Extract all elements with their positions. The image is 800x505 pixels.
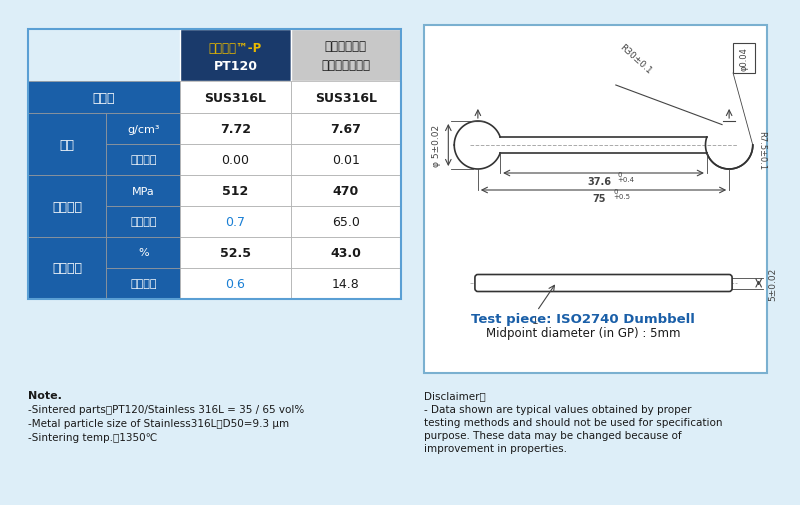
- Bar: [106, 237, 180, 269]
- Text: 7.72: 7.72: [220, 123, 251, 136]
- Text: φ0.04: φ0.04: [739, 47, 749, 71]
- FancyBboxPatch shape: [475, 275, 732, 292]
- Bar: [106, 114, 180, 145]
- Bar: [290, 176, 401, 207]
- Bar: [424, 26, 766, 373]
- Bar: [180, 82, 290, 114]
- Bar: [27, 82, 180, 114]
- Text: Note.: Note.: [27, 390, 62, 400]
- Bar: [27, 176, 106, 237]
- Text: -Sintering temp.：1350℃: -Sintering temp.：1350℃: [27, 432, 157, 442]
- Text: MPa: MPa: [132, 186, 154, 196]
- Text: Test piece: ISO2740 Dumbbell: Test piece: ISO2740 Dumbbell: [471, 313, 695, 326]
- Bar: [180, 237, 290, 269]
- Bar: [290, 145, 401, 176]
- Text: SUS316L: SUS316L: [205, 91, 266, 105]
- Bar: [290, 114, 401, 145]
- Text: +0.5: +0.5: [614, 193, 630, 199]
- Text: 470: 470: [333, 185, 359, 197]
- Text: improvement in properties.: improvement in properties.: [424, 443, 566, 453]
- Bar: [290, 237, 401, 269]
- Text: 0: 0: [618, 172, 622, 178]
- Text: 14.8: 14.8: [332, 277, 360, 290]
- Bar: [290, 82, 401, 114]
- Bar: [180, 114, 290, 145]
- Bar: [106, 176, 180, 207]
- Text: 引張伸度: 引張伸度: [52, 262, 82, 275]
- Bar: [180, 145, 290, 176]
- Bar: [733, 44, 754, 74]
- Text: 加熱脱脂向け: 加熱脱脂向け: [325, 40, 367, 53]
- Bar: [180, 207, 290, 237]
- Text: φ 5±0.02: φ 5±0.02: [432, 125, 441, 167]
- Bar: [27, 30, 401, 299]
- Text: 7.67: 7.67: [330, 123, 362, 136]
- Text: 512: 512: [222, 185, 249, 197]
- Bar: [106, 207, 180, 237]
- Text: 75: 75: [593, 193, 606, 204]
- Bar: [106, 145, 180, 176]
- Bar: [290, 30, 401, 82]
- Bar: [27, 114, 106, 176]
- Text: purpose. These data may be changed because of: purpose. These data may be changed becau…: [424, 430, 682, 440]
- Text: 1: 1: [532, 316, 538, 325]
- Text: Midpoint diameter (in GP) : 5mm: Midpoint diameter (in GP) : 5mm: [486, 327, 681, 340]
- Text: -Sintered parts：PT120/Stainless 316L = 35 / 65 vol%: -Sintered parts：PT120/Stainless 316L = 3…: [27, 404, 304, 414]
- Bar: [290, 207, 401, 237]
- Text: 0.00: 0.00: [222, 154, 250, 167]
- Text: 0.7: 0.7: [226, 216, 246, 229]
- Text: 一般バインダー: 一般バインダー: [322, 59, 370, 72]
- Text: 5±0.02: 5±0.02: [769, 267, 778, 300]
- Text: Disclaimer：: Disclaimer：: [424, 390, 486, 400]
- Text: 引張強度: 引張強度: [52, 200, 82, 213]
- Bar: [180, 30, 290, 82]
- Text: 標準偏差: 標準偏差: [130, 279, 157, 289]
- Bar: [27, 237, 106, 299]
- Text: テナック™-P: テナック™-P: [209, 42, 262, 55]
- Text: 52.5: 52.5: [220, 246, 251, 260]
- Text: %: %: [138, 248, 149, 258]
- Text: - Data shown are typical values obtained by proper: - Data shown are typical values obtained…: [424, 404, 691, 414]
- Text: 0.01: 0.01: [332, 154, 360, 167]
- Text: g/cm³: g/cm³: [127, 124, 160, 134]
- Text: 65.0: 65.0: [332, 216, 360, 229]
- Text: 金属種: 金属種: [93, 91, 115, 105]
- Text: 密度: 密度: [59, 138, 74, 151]
- Text: R30±0.1: R30±0.1: [618, 43, 654, 76]
- Bar: [180, 176, 290, 207]
- Text: 0: 0: [614, 189, 618, 194]
- Text: 標準偏差: 標準偏差: [130, 155, 157, 165]
- Text: 43.0: 43.0: [330, 246, 362, 260]
- Text: SUS316L: SUS316L: [315, 91, 377, 105]
- Text: -Metal particle size of Stainless316L：D50=9.3 μm: -Metal particle size of Stainless316L：D5…: [27, 418, 289, 428]
- Text: PT120: PT120: [214, 60, 258, 73]
- Text: R7.5±0.1: R7.5±0.1: [757, 131, 766, 170]
- Text: 37.6: 37.6: [587, 177, 611, 187]
- Bar: [106, 269, 180, 299]
- Bar: [180, 269, 290, 299]
- Bar: [290, 269, 401, 299]
- Text: +0.4: +0.4: [618, 177, 634, 183]
- Text: 標準偏差: 標準偏差: [130, 217, 157, 227]
- Text: testing methods and should not be used for specification: testing methods and should not be used f…: [424, 417, 722, 427]
- Text: 0.6: 0.6: [226, 277, 246, 290]
